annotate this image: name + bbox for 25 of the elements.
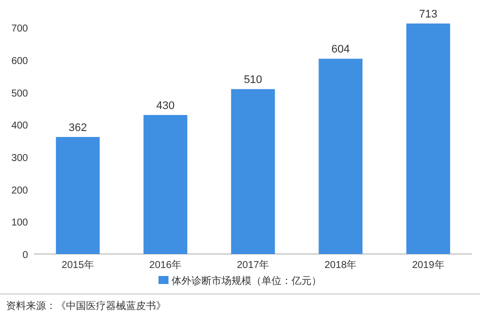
- x-tick-label: 2018年: [324, 259, 357, 271]
- bar: [231, 89, 275, 254]
- bar: [56, 136, 100, 254]
- x-tick-label: 2019年: [412, 259, 444, 271]
- y-tick-label: 100: [11, 218, 28, 229]
- y-tick-label: 400: [11, 120, 28, 132]
- data-label: 510: [244, 74, 262, 86]
- text: 资料来源：《中国医疗器械蓝皮书》: [6, 300, 166, 312]
- x-tick-label: 2016年: [149, 259, 182, 271]
- x-tick-label: 2017年: [236, 259, 270, 271]
- x-tick-label: 2015年: [62, 259, 94, 271]
- y-tick-label: 600: [11, 56, 28, 68]
- data-label: 713: [419, 8, 438, 20]
- y-tick-label: 300: [11, 153, 28, 164]
- bar: [406, 23, 450, 254]
- bar: [144, 114, 188, 254]
- bar: [318, 58, 362, 254]
- data-label: 430: [156, 100, 175, 112]
- y-tick-label: 500: [11, 88, 28, 100]
- y-tick-label: 0: [22, 250, 28, 261]
- data-label: 604: [331, 44, 350, 56]
- legend-label: 体外诊断市场规模（单位：亿元）: [172, 275, 322, 287]
- data-label: 362: [68, 122, 87, 134]
- y-tick-label: 700: [11, 24, 28, 35]
- y-tick-label: 200: [11, 185, 28, 196]
